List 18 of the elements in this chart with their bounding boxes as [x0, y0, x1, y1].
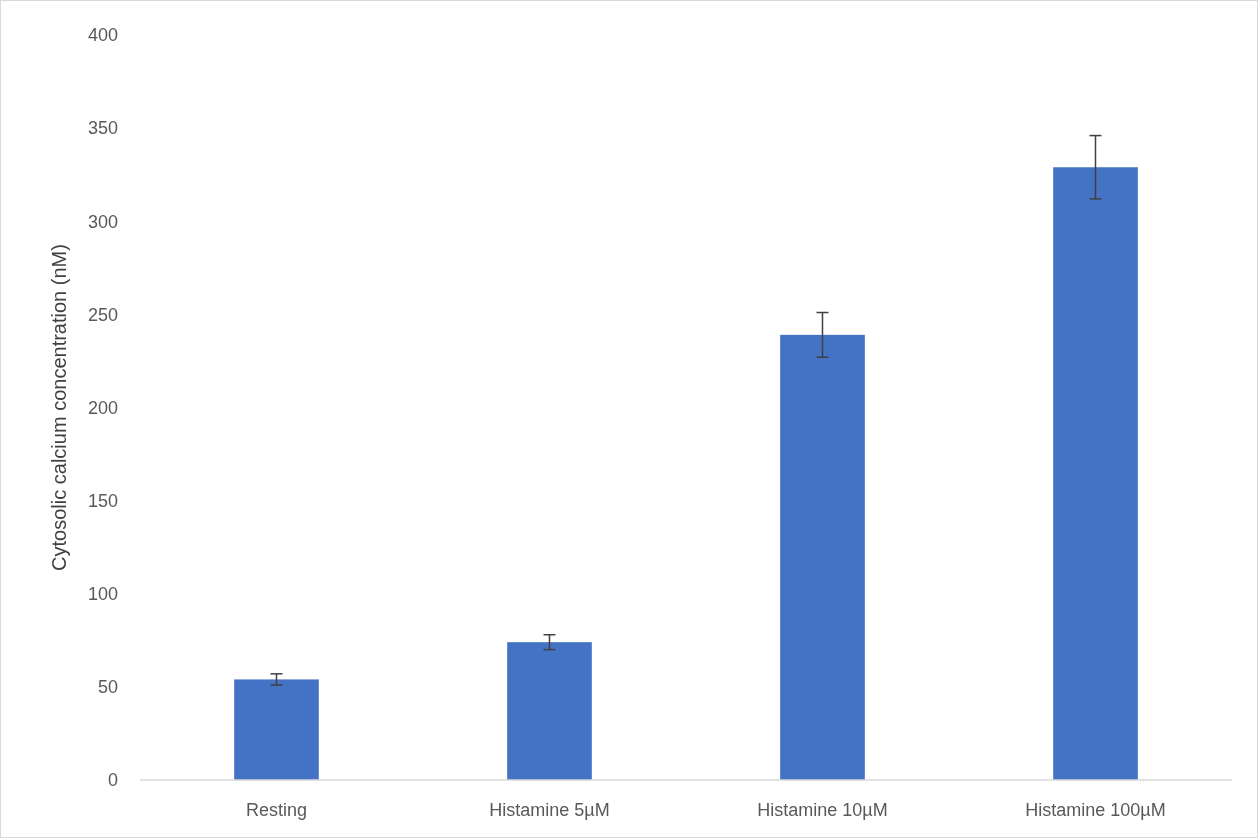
x-tick-label: Histamine 5µM [489, 800, 610, 821]
bar [234, 679, 319, 780]
x-tick-label: Histamine 100µM [1025, 800, 1166, 821]
y-axis-title: Cytosolic calcium concentration (nM) [48, 244, 70, 571]
y-tick-label: 200 [87, 397, 118, 418]
bar [507, 642, 592, 780]
y-tick-label: 300 [87, 211, 118, 232]
x-tick-label: Resting [245, 800, 308, 821]
y-tick-label: 250 [87, 304, 118, 325]
bar [1053, 167, 1138, 780]
y-tick-label: 150 [87, 490, 118, 511]
y-tick-label: 0 [107, 770, 118, 791]
x-tick-label: Histamine 10µM [757, 800, 888, 821]
y-tick-label: 400 [87, 25, 118, 46]
y-tick-label: 350 [87, 118, 118, 139]
y-tick-label: 50 [97, 677, 118, 698]
y-tick-label: 100 [87, 584, 118, 605]
bar [780, 334, 865, 780]
